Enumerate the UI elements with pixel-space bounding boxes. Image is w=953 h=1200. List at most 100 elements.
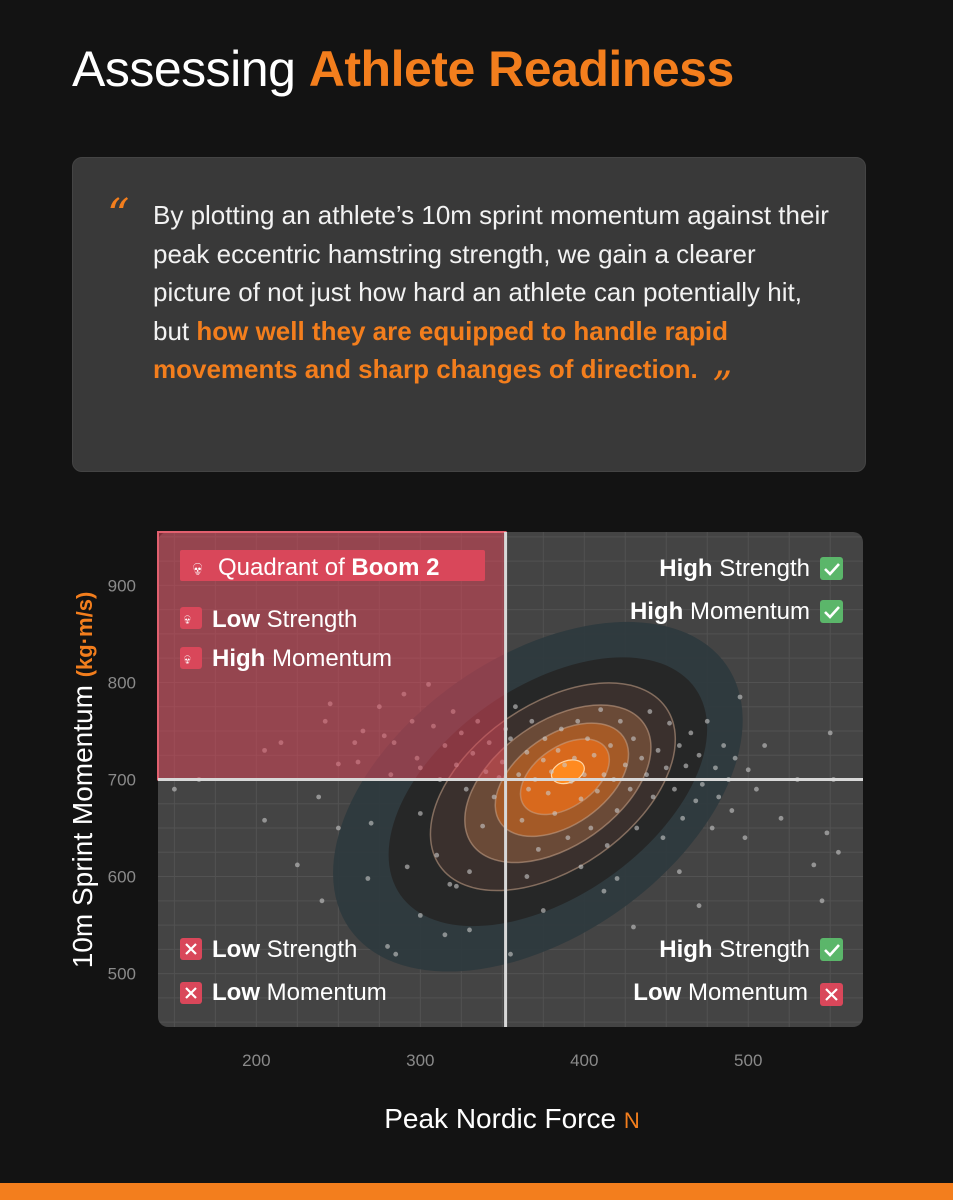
data-point: [319, 898, 325, 904]
y-axis-ticks: 500 600 700 800 900: [108, 576, 136, 983]
check-icon: [824, 944, 840, 957]
data-point: [542, 736, 548, 742]
quote-card: “ By plotting an athlete’s 10m sprint mo…: [72, 157, 866, 472]
check-icon: [820, 600, 843, 623]
bottom-accent-bar: [0, 1183, 953, 1200]
data-point: [480, 823, 486, 829]
data-point: [442, 932, 448, 938]
data-point: [704, 718, 710, 724]
data-point: [519, 817, 525, 823]
data-point: [732, 755, 738, 761]
data-point: [335, 825, 341, 831]
skull-icon-badge: [180, 647, 202, 669]
x-tick-label: 300: [406, 1051, 434, 1070]
quote-open-icon: “: [107, 190, 130, 241]
skull-icon: 💀︎: [184, 612, 191, 627]
data-point: [693, 798, 699, 804]
data-point: [558, 726, 564, 732]
data-point: [762, 743, 768, 748]
skull-icon: 💀︎: [184, 652, 191, 667]
data-point: [578, 796, 584, 802]
top-left-line2: High Momentum: [212, 645, 392, 672]
data-point: [594, 788, 600, 794]
data-point: [778, 815, 784, 821]
data-point: [647, 709, 653, 714]
data-point: [713, 765, 718, 771]
data-point: [716, 794, 722, 800]
data-point: [491, 794, 497, 800]
data-point: [811, 862, 817, 868]
data-point: [742, 835, 748, 841]
data-point: [513, 704, 518, 710]
cross-icon: [185, 987, 197, 999]
data-point: [385, 944, 390, 949]
data-point: [650, 794, 656, 800]
skull-icon-badge: [180, 607, 202, 629]
data-point: [262, 817, 267, 823]
x-tick-label: 200: [242, 1051, 270, 1070]
title-highlight: Athlete Readiness: [308, 41, 734, 97]
x-tick-label: 500: [734, 1051, 762, 1070]
data-point: [604, 843, 610, 848]
data-point: [699, 781, 705, 787]
data-point: [508, 951, 513, 957]
data-point: [591, 752, 597, 758]
data-point: [639, 755, 645, 761]
bottom-right-line2: Low Momentum: [633, 979, 808, 1006]
data-point: [827, 730, 833, 736]
data-point: [683, 763, 689, 769]
data-point: [535, 846, 541, 852]
data-point: [529, 718, 535, 724]
title-prefix: Assessing: [72, 41, 296, 97]
data-point: [655, 747, 661, 753]
data-point: [836, 849, 841, 855]
data-point: [688, 730, 694, 736]
data-point: [634, 825, 640, 831]
data-point: [737, 694, 743, 700]
data-point: [581, 772, 587, 778]
data-point: [585, 736, 590, 742]
cross-icon: [825, 988, 838, 1001]
boom-title: Quadrant of Boom 2: [218, 554, 439, 581]
x-axis-ticks: 200 300 400 500: [242, 1051, 762, 1070]
page-title: Assessing Athlete Readiness: [72, 40, 734, 98]
data-point: [819, 898, 825, 904]
data-point: [721, 743, 727, 748]
quote-highlight: how well they are equipped to handle rap…: [153, 315, 729, 385]
data-point: [660, 835, 666, 841]
bottom-right-line1: High Strength: [659, 936, 810, 963]
cross-icon: [185, 943, 197, 955]
data-point: [754, 786, 759, 792]
data-point: [672, 786, 677, 792]
data-point: [667, 720, 672, 726]
data-point: [696, 903, 702, 909]
data-point: [631, 736, 636, 742]
data-point: [614, 876, 620, 881]
data-point: [565, 835, 571, 841]
data-point: [598, 707, 604, 713]
data-point: [540, 757, 546, 763]
data-point: [572, 755, 577, 761]
top-left-line1: Low Strength: [212, 606, 357, 633]
data-point: [171, 786, 177, 792]
data-point: [578, 864, 584, 870]
data-point: [365, 876, 371, 881]
data-point: [676, 743, 682, 748]
data-point: [417, 912, 423, 918]
data-point: [393, 951, 399, 957]
data-point: [709, 825, 715, 831]
data-point: [508, 736, 513, 742]
readiness-chart: 200 300 400 500 500 600 700 800 900 💀︎ Quadrant…: [67, 531, 863, 1134]
data-point: [696, 752, 702, 758]
data-point: [540, 908, 546, 913]
data-point: [467, 927, 472, 933]
data-point: [608, 743, 613, 748]
data-point: [676, 869, 682, 875]
data-point: [745, 767, 751, 773]
data-point: [627, 786, 633, 792]
bottom-left-line1: Low Strength: [212, 936, 357, 963]
data-point: [524, 749, 530, 755]
data-point: [417, 811, 423, 816]
data-point: [622, 762, 628, 768]
data-point: [463, 786, 469, 792]
